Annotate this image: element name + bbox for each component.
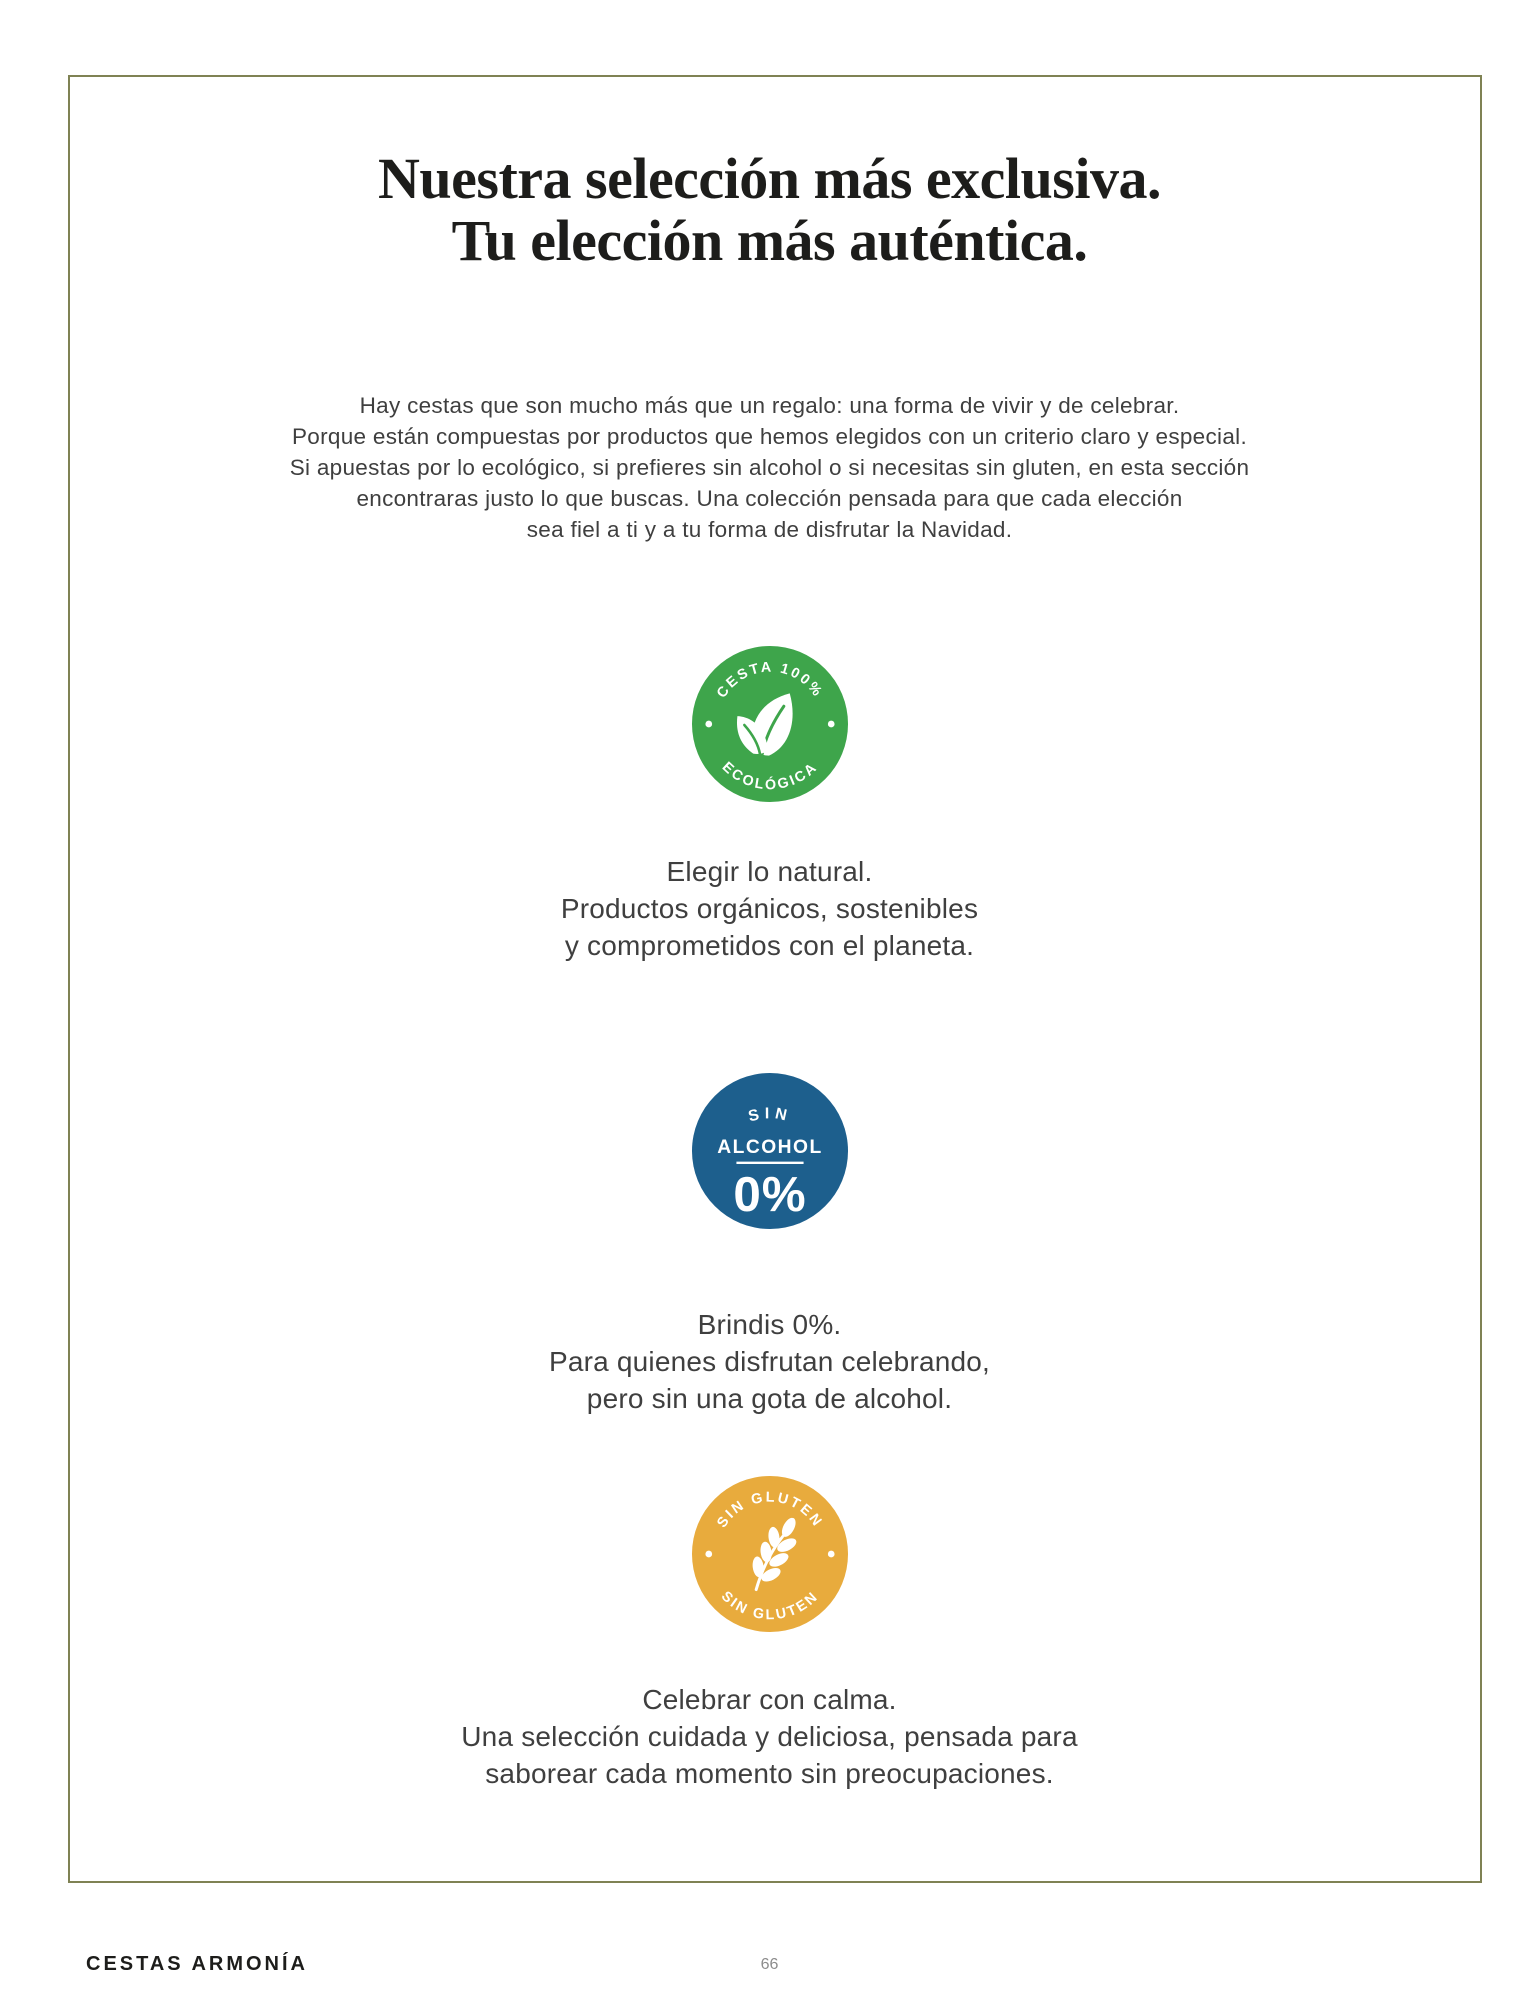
- eco-badge-right-dot: [827, 720, 835, 728]
- alcohol-caption-line: pero sin una gota de alcohol.: [586, 1383, 953, 1414]
- eco-caption-line: Productos orgánicos, sostenibles: [560, 893, 979, 924]
- intro-line: Si apuestas por lo ecológico, si prefier…: [289, 455, 1250, 480]
- eco-badge-left-dot: [704, 720, 712, 728]
- gluten-caption-line: Una selección cuidada y deliciosa, pensa…: [461, 1721, 1078, 1752]
- alcohol-badge-sin-label: SIN: [746, 1105, 787, 1125]
- intro-line: encontraras justo lo que buscas. Una col…: [356, 486, 1183, 511]
- alcohol-free-badge-icon: SIN ALCOHOL 0%: [691, 1072, 848, 1230]
- page-title-line1: Nuestra selección más exclusiva.: [378, 146, 1161, 211]
- wheat-icon: [752, 1517, 796, 1592]
- page-number: 66: [760, 1956, 779, 1973]
- gluten-caption-line: Celebrar con calma.: [642, 1684, 897, 1715]
- alcohol-caption-line: Para quienes disfrutan celebrando,: [548, 1346, 991, 1377]
- alcohol-badge-sin-text: SIN: [746, 1105, 792, 1125]
- gluten-badge-right-dot: [827, 1550, 835, 1558]
- page-content: Nuestra selección más exclusiva. Tu elec…: [0, 148, 1539, 1792]
- gluten-badge-left-dot: [704, 1550, 712, 1558]
- intro-line: sea fiel a ti y a tu forma de disfrutar …: [526, 517, 1013, 542]
- gluten-caption-line: saborear cada momento sin preocupaciones…: [485, 1758, 1054, 1789]
- eco-caption-line: y comprometidos con el planeta.: [564, 930, 975, 961]
- page-title: Nuestra selección más exclusiva. Tu elec…: [0, 148, 1539, 272]
- alcohol-caption: Brindis 0%. Para quienes disfrutan celeb…: [0, 1306, 1539, 1417]
- eco-badge-icon: CESTA 100% ECOLÓGICA: [691, 645, 848, 803]
- alcohol-badge-zero-label: 0%: [733, 1167, 806, 1222]
- alcohol-badge-alcohol-label: ALCOHOL: [717, 1137, 823, 1158]
- leaf-icon: [736, 693, 793, 757]
- eco-caption: Elegir lo natural. Productos orgánicos, …: [0, 853, 1539, 964]
- page-title-line2: Tu elección más auténtica.: [451, 208, 1088, 273]
- gluten-caption: Celebrar con calma. Una selección cuidad…: [0, 1681, 1539, 1792]
- eco-caption-line: Elegir lo natural.: [666, 856, 873, 887]
- gluten-free-badge-icon: SIN GLUTEN SIN GLUTEN: [691, 1475, 848, 1633]
- alcohol-caption-line: Brindis 0%.: [697, 1309, 842, 1340]
- intro-paragraph: Hay cestas que son mucho más que un rega…: [0, 390, 1539, 545]
- intro-line: Porque están compuestas por productos qu…: [291, 424, 1248, 449]
- intro-line: Hay cestas que son mucho más que un rega…: [359, 393, 1180, 418]
- alcohol-badge-circle: [691, 1072, 848, 1230]
- footer-brand: CESTAS ARMONÍA: [86, 1953, 308, 1975]
